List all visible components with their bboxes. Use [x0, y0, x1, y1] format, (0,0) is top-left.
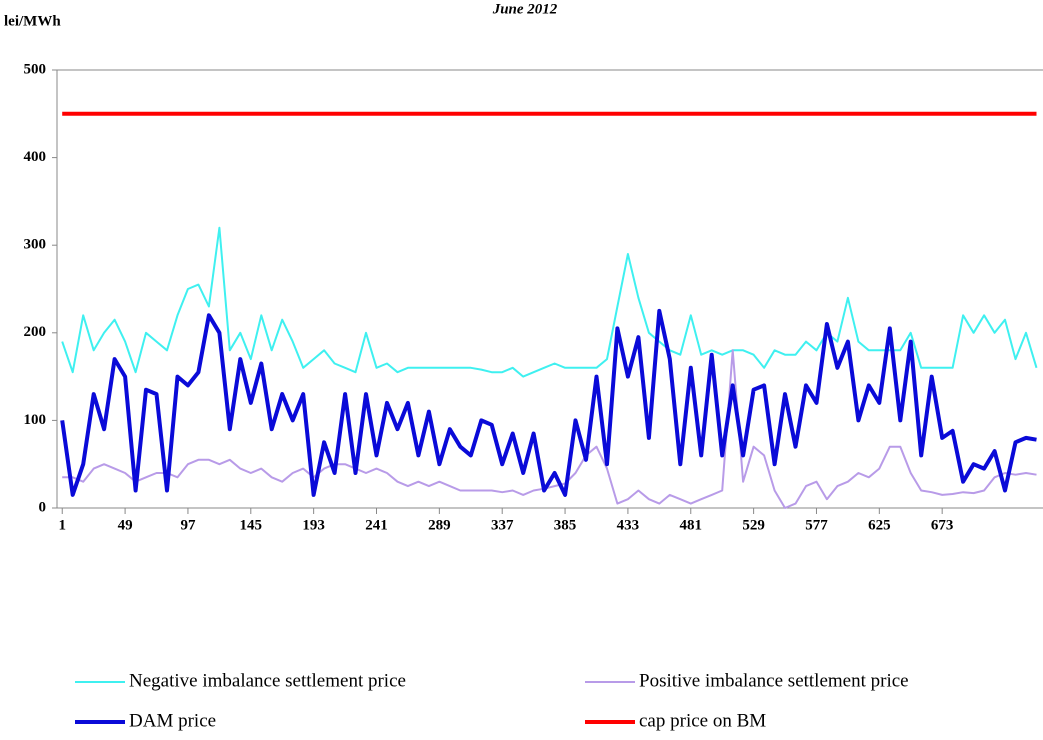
legend-label: DAM price	[129, 710, 216, 731]
x-tick-label: 385	[554, 517, 577, 533]
x-tick-label: 241	[365, 517, 388, 533]
y-tick-label: 400	[24, 149, 47, 165]
x-tick-label: 289	[428, 517, 451, 533]
x-tick-label: 193	[302, 517, 325, 533]
x-tick-label: 145	[240, 517, 263, 533]
y-tick-label: 100	[24, 412, 47, 428]
series-line	[62, 349, 1037, 509]
y-axis-label: lei/MWh	[4, 13, 61, 29]
chart-title: June 2012	[492, 1, 558, 17]
x-tick-label: 673	[931, 517, 954, 533]
x-tick-label: 97	[180, 517, 196, 533]
legend-label: Positive imbalance settlement price	[639, 670, 909, 691]
y-tick-label: 0	[39, 499, 47, 515]
series-line	[60, 308, 1037, 497]
x-tick-label: 49	[118, 517, 133, 533]
legend-label: Negative imbalance settlement price	[129, 670, 406, 691]
x-tick-label: 529	[742, 517, 765, 533]
x-tick-label: 577	[805, 517, 828, 533]
x-tick-label: 1	[58, 517, 66, 533]
series-line	[61, 226, 1038, 378]
y-tick-label: 500	[24, 61, 47, 77]
y-tick-label: 200	[24, 324, 47, 340]
legend-label: cap price on BM	[639, 710, 766, 731]
x-tick-label: 337	[491, 517, 514, 533]
x-tick-label: 481	[680, 517, 703, 533]
x-tick-label: 433	[617, 517, 640, 533]
x-tick-label: 625	[868, 517, 891, 533]
y-tick-label: 300	[24, 237, 47, 253]
